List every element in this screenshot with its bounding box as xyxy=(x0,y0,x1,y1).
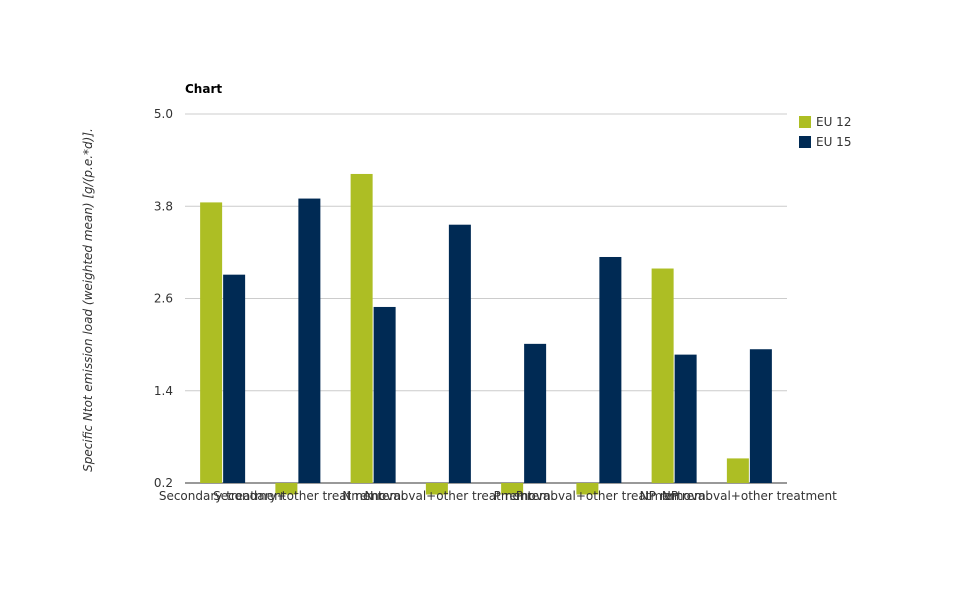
bar-eu12 xyxy=(726,458,749,483)
bar-eu15 xyxy=(448,224,471,483)
legend-label: EU 15 xyxy=(816,135,852,149)
bar-eu12 xyxy=(350,173,373,483)
gridlines xyxy=(185,113,787,484)
legend-item-eu15[interactable]: EU 15 xyxy=(799,132,851,152)
bars xyxy=(200,173,772,495)
y-tick-label: 3.8 xyxy=(154,199,173,213)
legend-item-eu12[interactable]: EU 12 xyxy=(799,112,851,132)
bar-eu15 xyxy=(298,198,321,483)
x-tick-label: NP removal+other treatment xyxy=(662,489,837,503)
x-tick-label: Secondary+other treatment xyxy=(213,489,383,503)
legend: EU 12 EU 15 xyxy=(799,112,851,152)
bar-eu15 xyxy=(373,306,396,483)
bar-eu15 xyxy=(524,343,547,483)
y-tick-labels: 0.2 1.4 2.6 3.8 5.0 xyxy=(154,107,173,490)
bar-eu12 xyxy=(501,483,524,495)
x-tick-label: N removal xyxy=(342,489,404,503)
y-tick-label: 1.4 xyxy=(154,384,173,398)
bar-eu15 xyxy=(223,274,246,483)
bar-eu15 xyxy=(674,354,697,483)
y-tick-label: 2.6 xyxy=(154,292,173,306)
bar-eu12 xyxy=(651,268,674,483)
x-tick-label: NP removal xyxy=(640,489,709,503)
x-tick-label: N removal+other treatment xyxy=(365,489,533,503)
bar-eu12 xyxy=(425,483,448,495)
x-tick-label: P removal+other treatment xyxy=(516,489,682,503)
legend-swatch xyxy=(799,116,811,128)
bar-eu12 xyxy=(200,202,223,483)
bar-eu12 xyxy=(576,483,599,495)
legend-swatch xyxy=(799,136,811,148)
y-tick-label: 5.0 xyxy=(154,107,173,121)
chart-title: Chart xyxy=(185,82,223,96)
y-tick-label: 0.2 xyxy=(154,476,173,490)
x-tick-label: P removal xyxy=(494,489,554,503)
bar-eu12 xyxy=(275,483,298,495)
x-tick-label: Secondary treatment xyxy=(159,489,287,503)
legend-label: EU 12 xyxy=(816,115,852,129)
bar-eu15 xyxy=(599,256,622,483)
bar-eu15 xyxy=(749,349,772,483)
